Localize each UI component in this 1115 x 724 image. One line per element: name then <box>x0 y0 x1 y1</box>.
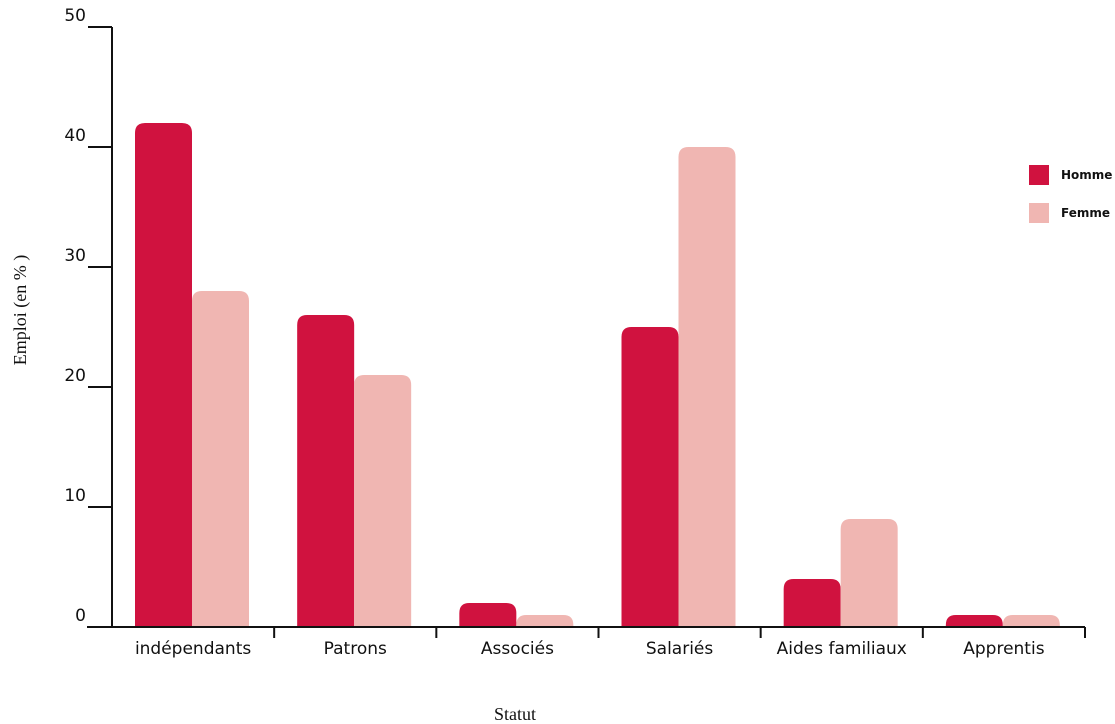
bar-homme-2 <box>297 315 355 627</box>
bar-femme-1 <box>192 291 249 627</box>
legend: Homme Femme <box>1029 165 1112 223</box>
y-axis-ticks: 0 10 20 30 40 50 <box>64 6 112 628</box>
legend-label-homme: Homme <box>1061 168 1112 182</box>
x-tick-label: Patrons <box>324 639 387 659</box>
x-axis-ticks: indépendants Patrons Associés Salariés Aides… <box>135 627 1086 659</box>
y-tick-label: 50 <box>64 6 86 26</box>
x-tick-label: Associés <box>481 639 554 659</box>
x-axis-title: Statut <box>494 704 536 724</box>
x-tick-label: indépendants <box>135 639 251 659</box>
x-tick-label: Aides familiaux <box>777 639 907 659</box>
legend-label-femme: Femme <box>1061 206 1110 220</box>
x-tick-label: Salariés <box>646 639 714 659</box>
bar-homme-4 <box>621 327 679 627</box>
bar-femme-3 <box>516 615 574 627</box>
bars-group <box>135 123 1060 627</box>
y-axis-title: Emploi (en % ) <box>10 255 31 365</box>
bar-femme-6 <box>1002 615 1060 627</box>
bar-homme-6 <box>945 615 1003 627</box>
legend-swatch-femme <box>1029 203 1049 223</box>
legend-swatch-homme <box>1029 165 1049 185</box>
bar-femme-2 <box>354 375 412 627</box>
y-tick-label: 20 <box>64 366 86 386</box>
bar-femme-4 <box>678 147 736 627</box>
y-tick-label: 30 <box>64 246 86 266</box>
bar-femme-5 <box>840 519 898 627</box>
bar-homme-1 <box>135 123 192 627</box>
x-tick-label: Apprentis <box>963 639 1044 659</box>
y-tick-label: 10 <box>64 486 86 506</box>
y-tick-label: 0 <box>75 606 86 626</box>
bar-homme-5 <box>783 579 841 627</box>
y-tick-label: 40 <box>64 126 86 146</box>
bar-homme-3 <box>459 603 517 627</box>
